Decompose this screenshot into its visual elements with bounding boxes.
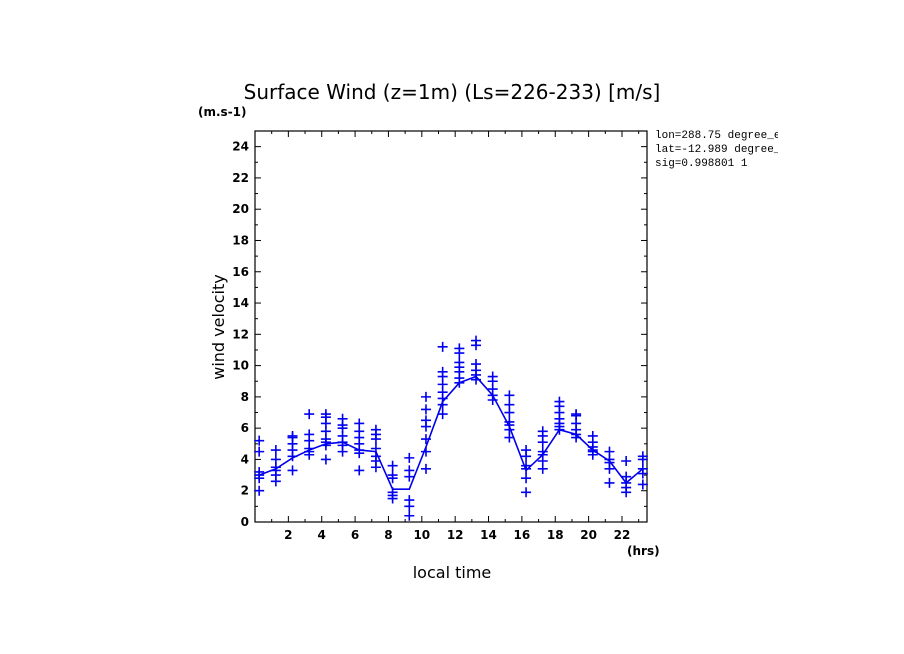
wind-sample-point — [287, 430, 298, 441]
wind-sample-point — [420, 415, 431, 426]
info-block: lon=288.75 degree_e lat=-12.989 degree_ … — [655, 130, 781, 170]
wind-sample-point — [254, 446, 265, 457]
wind-sample-point — [637, 463, 648, 474]
wind-sample-point — [420, 434, 431, 445]
wind-sample-point — [387, 460, 398, 471]
wind-sample-point — [254, 466, 265, 477]
wind-sample-point — [604, 446, 615, 457]
wind-sample-point — [604, 477, 615, 488]
wind-sample-point — [420, 391, 431, 402]
wind-sample-point — [370, 443, 381, 454]
x-axis-label: local time — [413, 563, 492, 582]
wind-sample-point — [254, 485, 265, 496]
wind-sample-point — [404, 495, 415, 506]
y-axis-label: wind velocity — [209, 274, 228, 379]
chart-title: Surface Wind (z=1m) (Ls=226-233) [m/s] — [244, 80, 661, 104]
wind-sample-point — [637, 479, 648, 490]
wind-sample-point — [471, 335, 482, 346]
wind-sample-point — [454, 343, 465, 354]
x-tick-label: 10 — [413, 528, 430, 542]
x-unit-label: (hrs) — [627, 544, 660, 558]
wind-sample-point — [621, 456, 632, 467]
wind-sample-point — [404, 452, 415, 463]
wind-sample-point — [437, 341, 448, 352]
wind-sample-point — [354, 465, 365, 476]
wind-sample-point — [454, 357, 465, 368]
wind-sample-point — [504, 399, 515, 410]
wind-sample-point — [420, 446, 431, 457]
y-tick-label: 0 — [241, 515, 249, 529]
x-tick-label: 6 — [351, 528, 359, 542]
y-tick-label: 14 — [232, 296, 249, 310]
wind-sample-point — [420, 463, 431, 474]
wind-sample-point — [471, 359, 482, 370]
wind-sample-point — [320, 409, 331, 420]
wind-sample-point — [504, 416, 515, 427]
y-tick-label: 24 — [232, 140, 249, 154]
wind-sample-point — [420, 404, 431, 415]
wind-sample-point — [304, 429, 315, 440]
x-tick-label: 4 — [318, 528, 326, 542]
wind-sample-point — [554, 396, 565, 407]
wind-sample-point — [571, 409, 582, 420]
y-tick-label: 20 — [232, 202, 249, 216]
wind-sample-point — [404, 465, 415, 476]
wind-sample-point — [304, 409, 315, 420]
wind-sample-point — [521, 460, 532, 471]
x-tick-label: 14 — [480, 528, 497, 542]
wind-sample-point — [537, 446, 548, 457]
wind-sample-point — [370, 424, 381, 435]
y-tick-label: 16 — [232, 265, 249, 279]
mean-wind-line — [258, 375, 644, 491]
wind-sample-point — [537, 426, 548, 437]
info-sig: sig=0.998801 1 — [655, 158, 748, 170]
wind-sample-point — [621, 471, 632, 482]
y-tick-label: 2 — [241, 484, 249, 498]
x-tick-label: 12 — [447, 528, 464, 542]
wind-sample-point — [637, 451, 648, 462]
y-tick-label: 6 — [241, 421, 249, 435]
wind-sample-point — [387, 487, 398, 498]
x-tick-label: 22 — [614, 528, 631, 542]
y-tick-label: 22 — [232, 171, 249, 185]
info-lat: lat=-12.989 degree_ — [655, 144, 781, 156]
y-tick-label: 10 — [232, 359, 249, 373]
wind-sample-point — [254, 435, 265, 446]
y-tick-label: 4 — [241, 452, 249, 466]
info-lon: lon=288.75 degree_e — [655, 130, 780, 142]
y-unit-label: (m.s-1) — [198, 105, 247, 119]
y-tick-label: 18 — [232, 233, 249, 247]
x-tick-label: 16 — [514, 528, 531, 542]
wind-sample-point — [337, 413, 348, 424]
x-tick-label: 8 — [384, 528, 392, 542]
x-tick-label: 2 — [284, 528, 292, 542]
wind-sample-point — [504, 390, 515, 401]
plot-frame — [254, 130, 648, 523]
wind-sample-point — [521, 473, 532, 484]
wind-sample-point — [437, 409, 448, 420]
y-tick-label: 12 — [232, 327, 249, 341]
y-tick-label: 8 — [241, 390, 249, 404]
wind-sample-point — [404, 510, 415, 521]
wind-sample-point — [270, 454, 281, 465]
wind-sample-point — [521, 487, 532, 498]
x-tick-label: 18 — [547, 528, 564, 542]
wind-sample-point — [354, 418, 365, 429]
wind-sample-point — [587, 430, 598, 441]
wind-sample-point — [270, 445, 281, 456]
wind-sample-point — [521, 445, 532, 456]
wind-sample-point — [387, 470, 398, 481]
wind-sample-point — [487, 371, 498, 382]
x-tick-label: 20 — [580, 528, 597, 542]
wind-sample-point — [320, 454, 331, 465]
wind-sample-point — [287, 465, 298, 476]
wind-sample-point — [437, 366, 448, 377]
